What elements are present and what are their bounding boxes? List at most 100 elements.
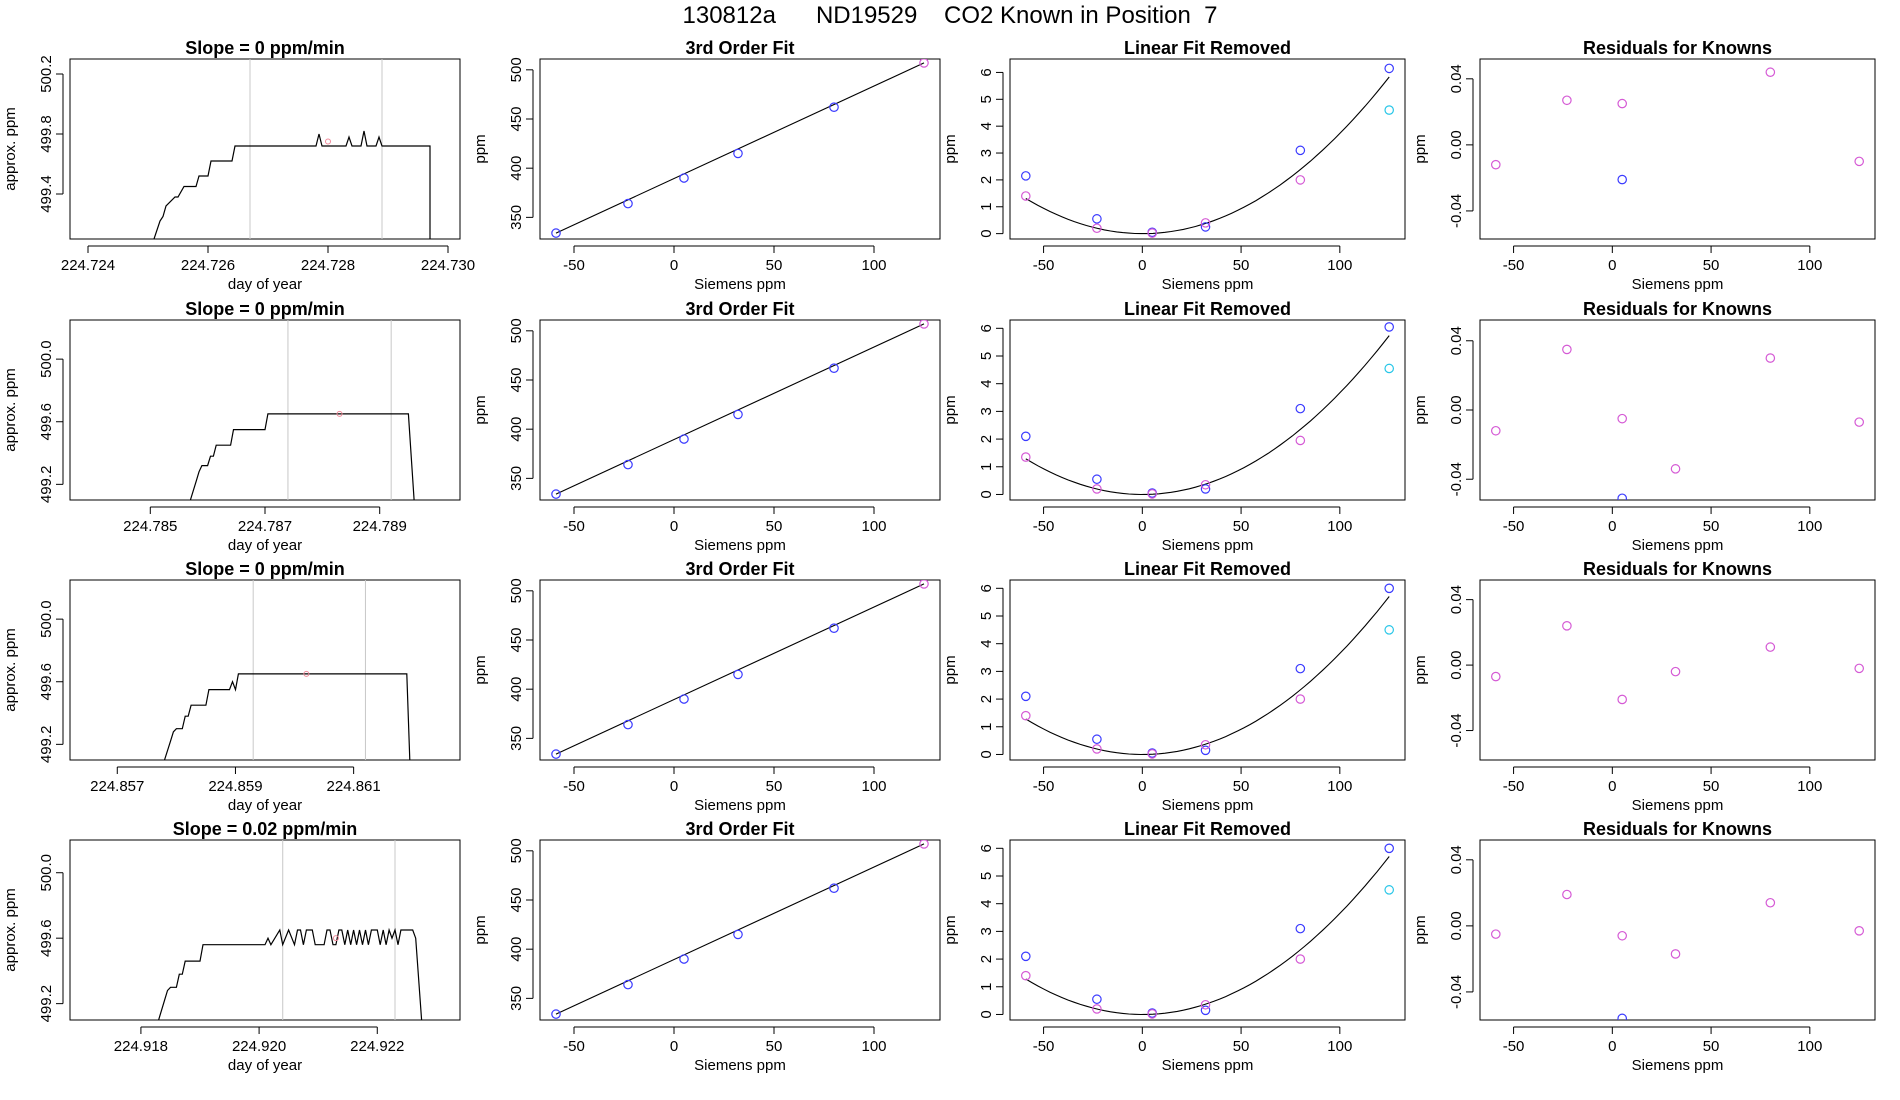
panel-4-1: Slope = 0.02 ppm/min 224.918 224.920 224.92…: [2, 819, 461, 1074]
data-point: [623, 979, 633, 990]
x-tick-label: 224.789: [353, 518, 407, 535]
data-point: [1384, 583, 1394, 594]
panel-2-2: 3rd Order Fit -50 0 50 100 Siemens ppm 350 400 4…: [472, 299, 941, 554]
data-point: [1021, 970, 1031, 981]
x-tick-label: 50: [1233, 778, 1250, 795]
data-point: [1384, 322, 1394, 332]
data-point: [679, 173, 689, 183]
plot-area: [1021, 63, 1394, 238]
y-tick-label: 500.0: [38, 854, 55, 892]
panel-title: Linear Fit Removed: [1124, 38, 1291, 58]
data-point: [1765, 642, 1776, 652]
fit-curve: [555, 583, 925, 755]
y-tick-label: -0.04: [1448, 713, 1465, 747]
data-point: [1021, 951, 1031, 962]
x-axis-label: Siemens ppm: [1632, 797, 1724, 814]
y-axis-label: ppm: [942, 134, 959, 163]
x-tick-label: 50: [766, 518, 783, 535]
y-tick-label: 4: [978, 122, 995, 130]
data-point: [1021, 431, 1031, 442]
y-tick-label: 350: [508, 466, 525, 491]
x-tick-label: 100: [1797, 778, 1822, 795]
x-tick-label: 224.785: [123, 518, 177, 535]
panel-title: Slope = 0 ppm/min: [185, 299, 345, 319]
panel-title: Linear Fit Removed: [1124, 559, 1291, 579]
y-tick-label: 499.8: [38, 115, 55, 153]
x-tick-label: 100: [861, 778, 886, 795]
data-point: [1491, 671, 1501, 682]
plot-frame: [1479, 58, 1876, 240]
data-point: [1384, 105, 1394, 115]
y-tick-label: 5: [978, 95, 995, 103]
data-point: [1854, 663, 1864, 674]
y-tick-label: 5: [978, 612, 995, 620]
panel-3-1: Slope = 0 ppm/min 224.857 224.859 224.861 da…: [2, 559, 461, 814]
x-tick-label: 224.857: [90, 778, 144, 795]
mean-marker: [336, 410, 343, 417]
y-tick-label: 3: [978, 407, 995, 415]
data-point: [1854, 926, 1864, 936]
y-tick-label: 499.2: [38, 726, 55, 764]
x-tick-label: 100: [861, 518, 886, 535]
x-tick-label: 50: [1233, 518, 1250, 535]
y-tick-label: 6: [978, 324, 995, 332]
data-point: [1147, 489, 1157, 499]
fit-curve: [555, 843, 925, 1015]
data-point: [1092, 994, 1102, 1005]
y-axis-label: ppm: [1412, 134, 1429, 163]
panel-title: Residuals for Knowns: [1583, 819, 1772, 839]
x-tick-label: 50: [766, 257, 783, 274]
plot-area: [551, 59, 929, 238]
y-axis-label: approx. ppm: [2, 107, 19, 190]
data-point: [1200, 999, 1211, 1010]
y-axis-label: ppm: [942, 915, 959, 944]
data-point: [1021, 710, 1031, 721]
y-tick-label: 450: [508, 367, 525, 392]
data-point: [679, 954, 689, 964]
data-point: [1295, 435, 1306, 446]
data-point: [733, 409, 743, 420]
data-point: [1562, 95, 1572, 106]
y-axis-label: ppm: [472, 134, 489, 163]
y-axis-label: approx. ppm: [2, 368, 19, 451]
panel-4-2: 3rd Order Fit -50 0 50 100 Siemens ppm 350 400 4…: [472, 819, 941, 1074]
panel-2-3: Linear Fit Removed -50 0 50 100 Siemens ppm 0 1…: [942, 299, 1406, 554]
data-point: [1295, 663, 1306, 674]
concentration-trace: [189, 413, 415, 500]
plot-frame: [1009, 579, 1406, 761]
x-axis-label: Siemens ppm: [1632, 1057, 1724, 1074]
y-axis-label: ppm: [1412, 915, 1429, 944]
y-tick-label: 400: [508, 937, 525, 962]
y-axis-label: ppm: [472, 395, 489, 424]
plot-area: [1491, 344, 1864, 500]
x-tick-label: -50: [1503, 518, 1525, 535]
x-tick-label: -50: [1503, 778, 1525, 795]
x-tick-label: 50: [1703, 1038, 1720, 1055]
data-point: [551, 228, 561, 238]
concentration-trace: [158, 927, 423, 1020]
data-point: [1295, 954, 1306, 964]
mean-marker: [332, 935, 339, 942]
x-tick-label: 0: [670, 518, 678, 535]
y-tick-label: 6: [978, 584, 995, 592]
panel-title: 3rd Order Fit: [685, 299, 794, 319]
data-point: [1200, 222, 1211, 232]
data-point: [1200, 479, 1211, 490]
data-point: [1491, 929, 1501, 939]
x-tick-label: 50: [1703, 518, 1720, 535]
panel-4-4: Residuals for Knowns -50 0 50 100 Siemens ppm…: [1412, 819, 1876, 1074]
y-tick-label: 2: [978, 955, 995, 963]
y-tick-label: 0: [978, 229, 995, 237]
data-point: [551, 1009, 561, 1019]
panel-title: Linear Fit Removed: [1124, 819, 1291, 839]
y-tick-label: 500: [508, 838, 525, 863]
plot-frame: [539, 319, 941, 501]
y-tick-label: 3: [978, 927, 995, 935]
x-tick-label: 0: [670, 257, 678, 274]
y-tick-label: 500.2: [38, 55, 55, 93]
y-tick-label: 350: [508, 986, 525, 1011]
y-tick-label: 1: [978, 983, 995, 991]
data-point: [1021, 691, 1031, 702]
plot-area: [1491, 621, 1864, 705]
data-point: [551, 749, 561, 759]
